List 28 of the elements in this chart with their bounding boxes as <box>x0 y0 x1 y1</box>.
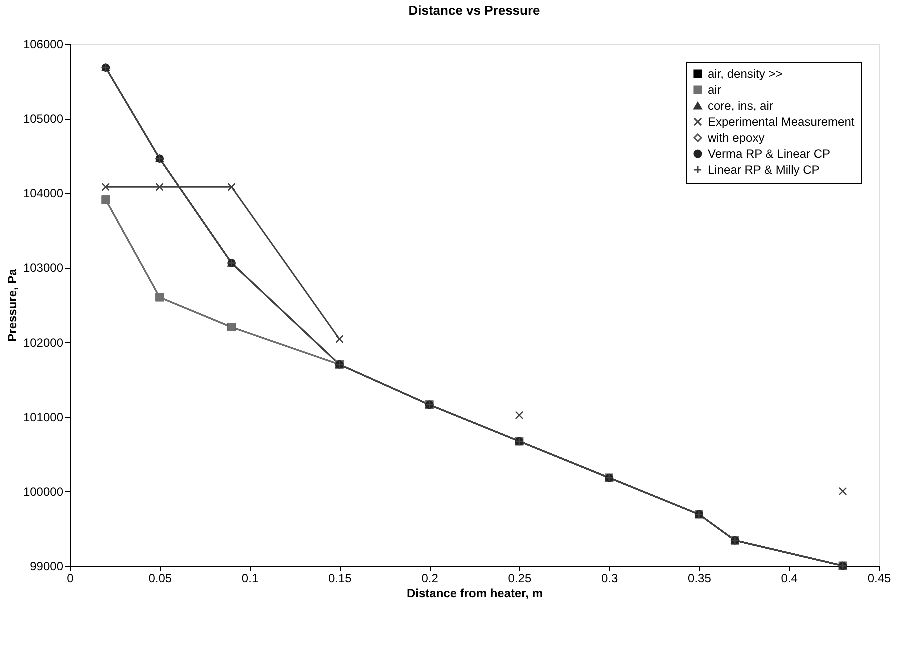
x-tick-label: 0.05 <box>148 572 172 586</box>
x-tick-label: 0.25 <box>508 572 532 586</box>
legend-label: Experimental Measurement <box>708 115 856 129</box>
y-tick-label: 100000 <box>23 484 64 499</box>
legend-label: core, ins, air <box>708 99 774 113</box>
legend-label: with epoxy <box>707 131 765 145</box>
y-tick-label: 101000 <box>23 410 64 424</box>
x-tick-label: 0 <box>67 572 74 586</box>
y-tick-label: 106000 <box>23 38 64 52</box>
legend-label: Linear RP & Milly CP <box>708 163 820 177</box>
x-tick-label: 0.4 <box>781 572 798 586</box>
legend-label: air <box>708 83 722 97</box>
x-tick-label: 0.15 <box>328 572 352 586</box>
x-axis-title: Distance from heater, m <box>406 586 544 600</box>
y-tick-label: 103000 <box>23 261 64 276</box>
legend-label: Verma RP & Linear CP <box>708 147 831 161</box>
legend-label: air, density >> <box>708 67 783 81</box>
y-axis-title: Pressure, Pa <box>5 268 20 342</box>
y-tick-label: 99000 <box>30 560 64 574</box>
y-tick-label: 104000 <box>23 186 64 201</box>
x-tick-label: 0.35 <box>688 572 712 586</box>
chart-title: Distance vs Pressure <box>408 3 540 18</box>
y-tick-label: 102000 <box>23 336 64 350</box>
x-tick-label: 0.45 <box>868 572 892 586</box>
x-tick-label: 0.3 <box>601 572 618 586</box>
x-tick-label: 0.2 <box>422 572 439 586</box>
x-tick-label: 0.1 <box>242 572 259 586</box>
y-tick-label: 105000 <box>23 112 64 126</box>
